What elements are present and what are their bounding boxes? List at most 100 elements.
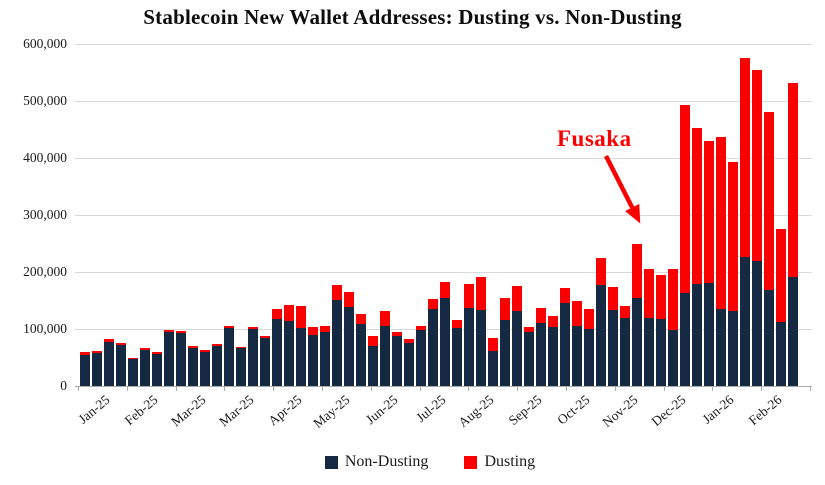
bar-segment-dusting: [752, 70, 762, 261]
x-axis-tick-label: Aug-25: [455, 392, 497, 431]
bar-segment-non-dusting: [296, 328, 306, 386]
x-axis-tick: [761, 387, 763, 391]
bar-segment-non-dusting: [260, 337, 270, 386]
bar-segment-non-dusting: [356, 324, 366, 386]
bar-segment-non-dusting: [668, 330, 678, 386]
x-axis-tick: [468, 387, 470, 391]
bar-segment-dusting: [248, 326, 258, 329]
x-axis-tick-label: Jan-25: [75, 392, 113, 427]
x-axis-tick-label: Jun-25: [362, 392, 401, 428]
bar-segment-dusting: [356, 313, 366, 325]
y-axis-tick-label: 200,000: [23, 264, 67, 279]
bar-segment-non-dusting: [416, 330, 426, 386]
x-axis-tick-label: Sep-25: [505, 392, 545, 429]
bar-segment-non-dusting: [632, 297, 642, 386]
bar-segment-dusting: [776, 229, 786, 323]
bar-segment-dusting: [320, 326, 330, 333]
x-axis-tick-label: Nov-25: [599, 392, 641, 431]
bar-segment-non-dusting: [248, 329, 258, 386]
bar-segment-non-dusting: [428, 309, 438, 386]
bar-segment-dusting: [164, 330, 174, 333]
bar-segment-dusting: [260, 335, 270, 338]
bar-segment-non-dusting: [644, 317, 654, 386]
y-gridline: [75, 101, 812, 102]
bar-segment-dusting: [416, 326, 426, 331]
bar-segment-non-dusting: [464, 307, 474, 386]
bar-segment-non-dusting: [500, 319, 510, 386]
x-axis-tick: [614, 387, 616, 391]
bar-segment-dusting: [380, 311, 390, 326]
bar-segment-non-dusting: [392, 336, 402, 386]
bar-segment-dusting: [80, 352, 90, 355]
bar-segment-dusting: [608, 286, 618, 311]
y-gridline: [75, 44, 812, 45]
x-axis-tick: [663, 387, 665, 391]
bar-segment-non-dusting: [728, 310, 738, 386]
bar-segment-dusting: [668, 269, 678, 331]
bar-segment-dusting: [632, 243, 642, 298]
bar-segment-non-dusting: [788, 276, 798, 386]
x-axis-tick: [126, 387, 128, 391]
bar-segment-dusting: [200, 350, 210, 352]
bar-segment-non-dusting: [308, 334, 318, 386]
bar-segment-dusting: [284, 305, 294, 321]
bar-segment-dusting: [596, 257, 606, 286]
legend-item-dusting: Dusting: [464, 453, 535, 471]
bar-segment-dusting: [428, 298, 438, 310]
bar-segment-dusting: [476, 276, 486, 310]
y-axis-tick-label: 100,000: [23, 321, 67, 336]
bar-segment-dusting: [464, 283, 474, 308]
bar-segment-non-dusting: [620, 318, 630, 386]
x-axis-tick-label: Feb-26: [745, 392, 785, 429]
bar-segment-non-dusting: [212, 346, 222, 386]
x-axis-tick: [322, 387, 323, 391]
bar-segment-non-dusting: [224, 327, 234, 386]
bar-segment-non-dusting: [404, 342, 414, 386]
bar-segment-non-dusting: [80, 354, 90, 386]
bar-segment-non-dusting: [524, 331, 534, 386]
bar-segment-dusting: [308, 327, 318, 335]
x-axis-tick: [419, 387, 421, 391]
bar-segment-dusting: [560, 287, 570, 303]
bar-segment-non-dusting: [272, 318, 282, 386]
bar-segment-non-dusting: [596, 285, 606, 386]
bar-segment-non-dusting: [536, 323, 546, 386]
bar-segment-dusting: [740, 57, 750, 257]
bar-segment-dusting: [392, 331, 402, 337]
bar-segment-dusting: [680, 104, 690, 294]
bar-segment-dusting: [716, 136, 726, 310]
bar-segment-non-dusting: [320, 332, 330, 386]
bar-segment-non-dusting: [680, 293, 690, 386]
bar-segment-non-dusting: [140, 350, 150, 386]
x-axis-tick: [370, 387, 372, 391]
bar-segment-non-dusting: [740, 256, 750, 386]
x-axis-line: [75, 386, 812, 387]
bar-segment-non-dusting: [560, 302, 570, 386]
bar-segment-non-dusting: [692, 283, 702, 386]
bar-segment-dusting: [176, 330, 186, 333]
y-gridline: [75, 272, 812, 273]
bar-segment-non-dusting: [704, 282, 714, 386]
bar-segment-non-dusting: [656, 318, 666, 386]
bar-segment-non-dusting: [236, 348, 246, 386]
x-axis-tick: [566, 387, 567, 391]
x-axis-tick-label: Feb-25: [121, 392, 161, 429]
x-axis-tick-label: Jan-26: [699, 392, 737, 427]
bar-segment-dusting: [488, 337, 498, 351]
x-axis-tick-label: Mar-25: [216, 392, 257, 430]
chart-title: Stablecoin New Wallet Addresses: Dusting…: [143, 5, 682, 29]
bar-segment-non-dusting: [776, 322, 786, 386]
bar-segment-non-dusting: [584, 329, 594, 386]
bar-segment-dusting: [104, 339, 114, 342]
bar-segment-dusting: [524, 326, 534, 332]
x-axis-tick-label: Jul-25: [413, 392, 449, 426]
y-gridline: [75, 215, 812, 216]
bar-segment-non-dusting: [380, 325, 390, 386]
bar-segment-non-dusting: [452, 327, 462, 386]
bar-segment-dusting: [620, 306, 630, 319]
legend-item-non-dusting: Non-Dusting: [324, 453, 428, 471]
bar-segment-dusting: [692, 127, 702, 284]
bar-segment-non-dusting: [368, 346, 378, 386]
x-axis-tick: [224, 387, 226, 391]
bar-segment-non-dusting: [92, 352, 102, 386]
